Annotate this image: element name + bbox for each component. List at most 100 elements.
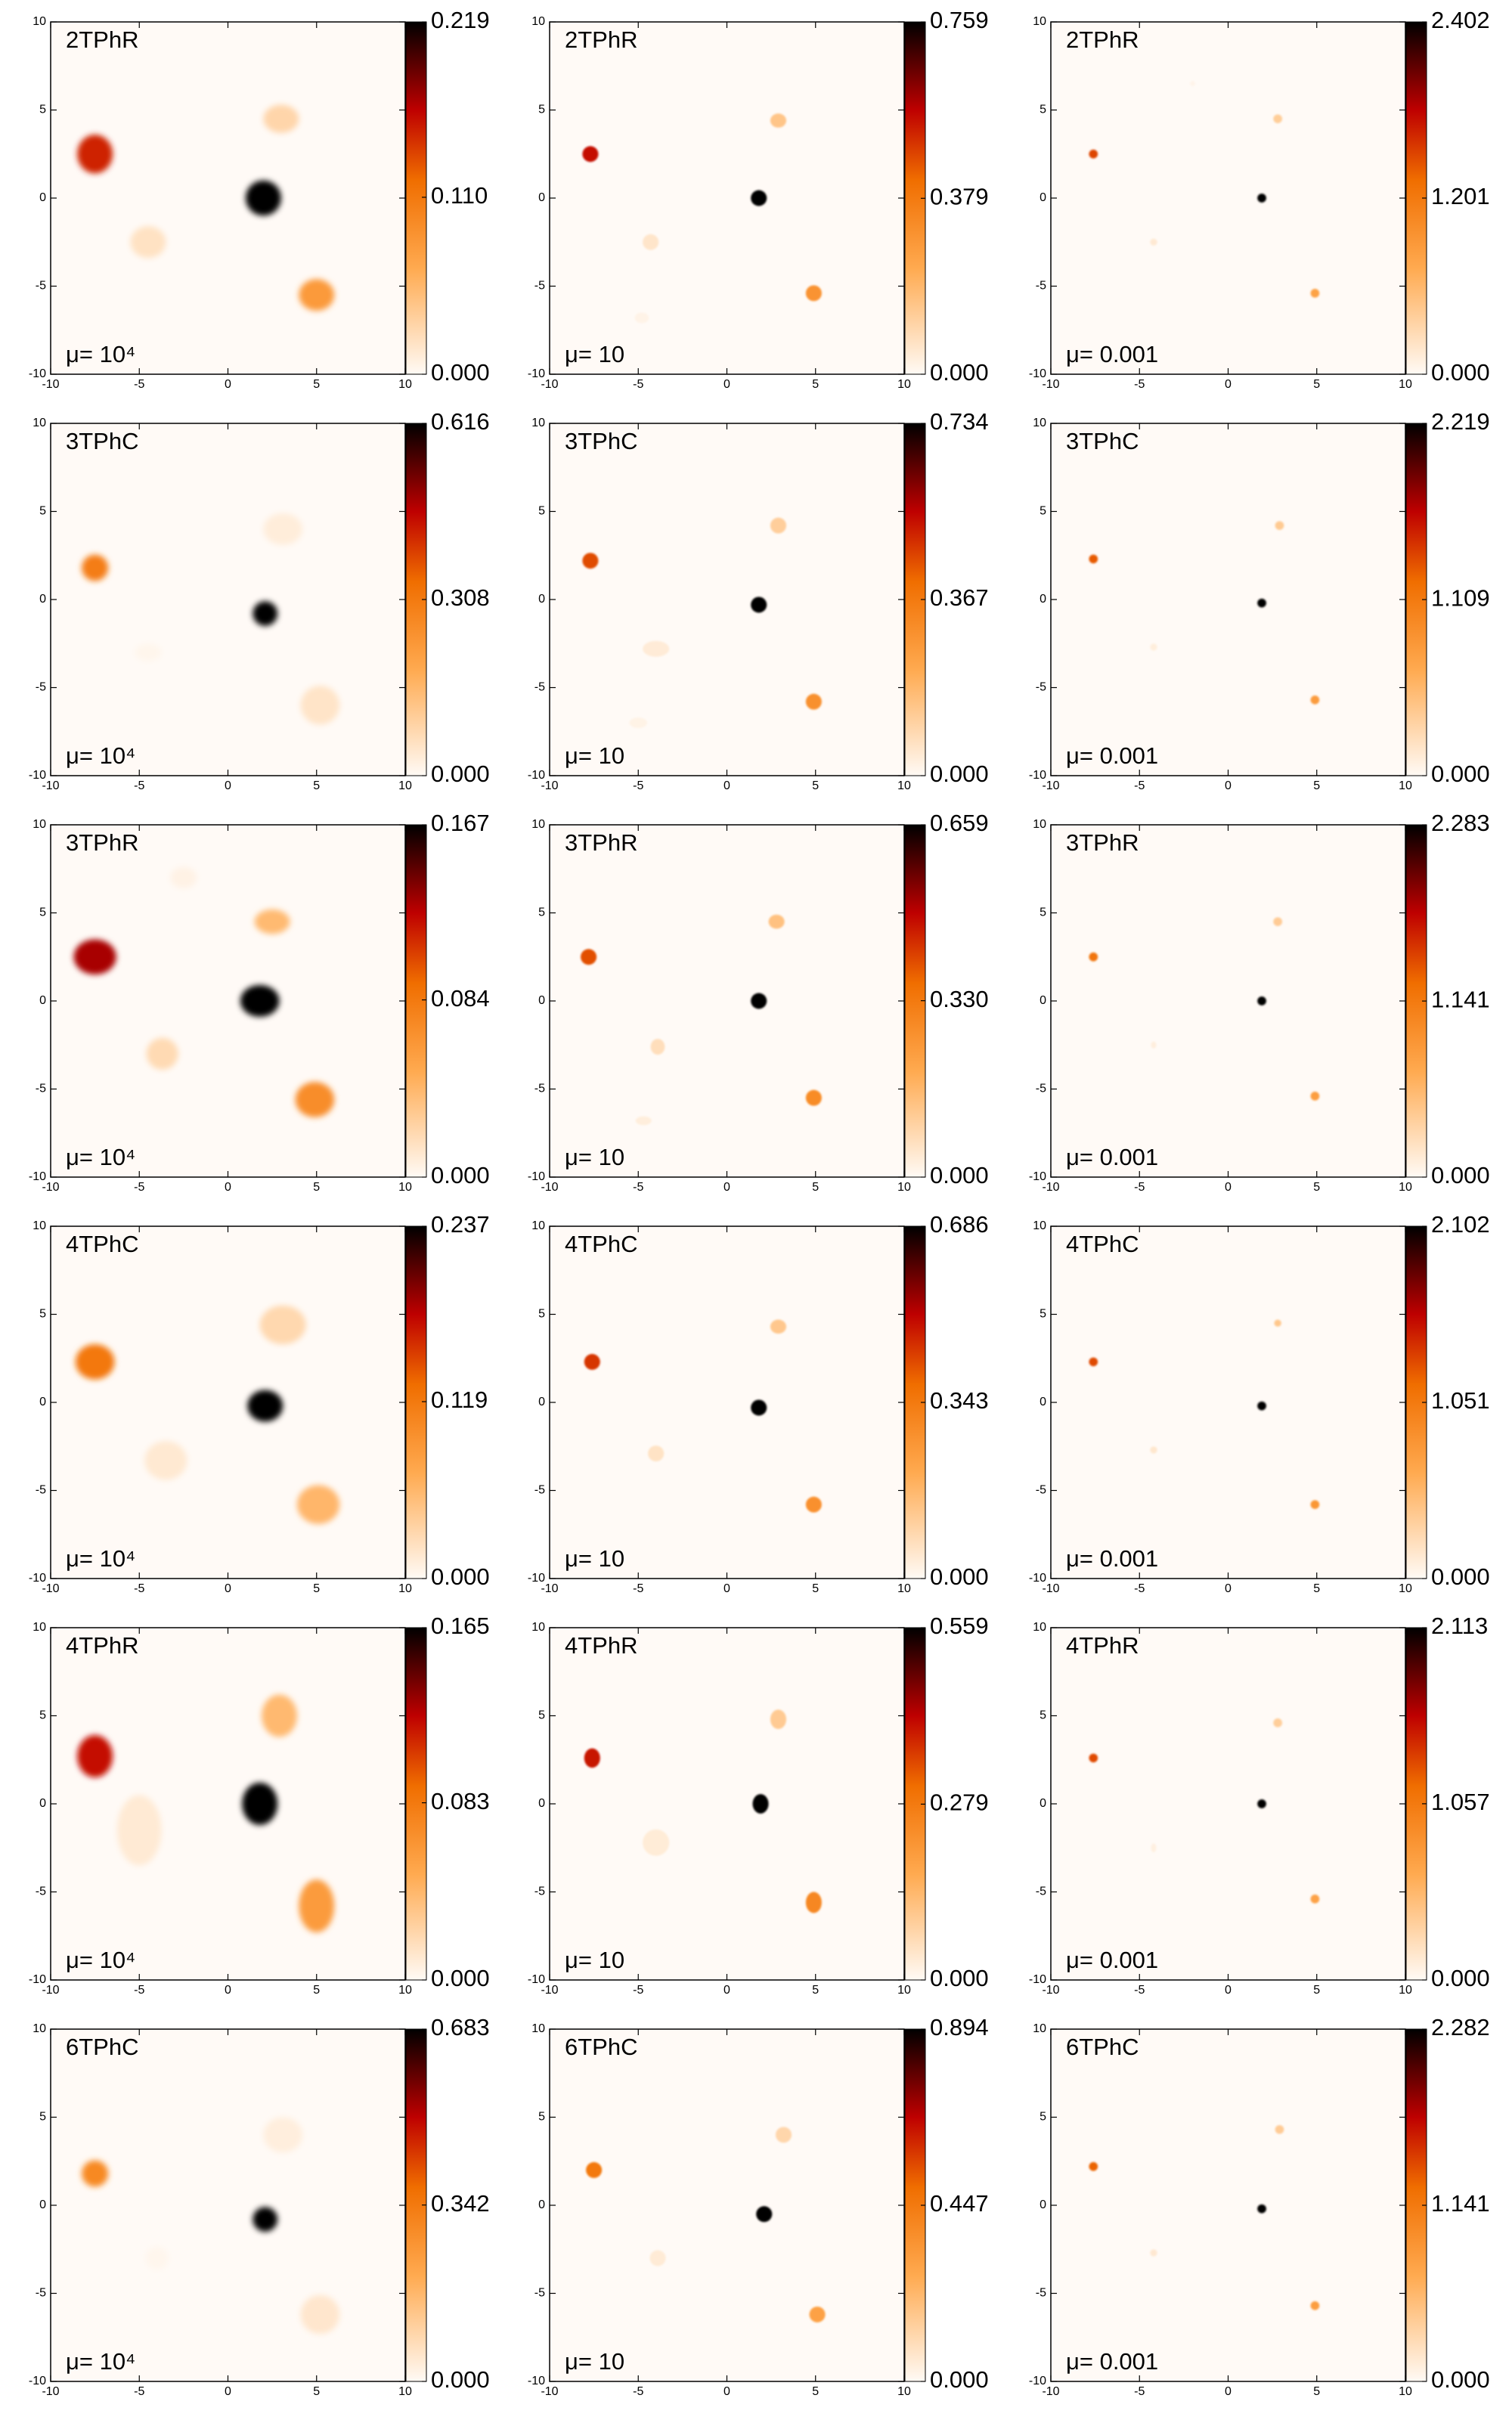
density-blob xyxy=(263,104,299,133)
y-tick-label: 10 xyxy=(33,417,46,429)
y-tick-label: 10 xyxy=(1033,15,1046,28)
y-tick-label: 10 xyxy=(1033,2022,1046,2035)
y-tick-label: 0 xyxy=(39,994,46,1007)
colorbar-tick-label: 1.201 xyxy=(1431,183,1490,209)
colorbar-tick-label: 1.109 xyxy=(1431,584,1490,611)
density-blob xyxy=(805,1496,822,1513)
colorbar-tick-label: 0.000 xyxy=(431,1162,490,1188)
x-tick-label: 10 xyxy=(398,1582,412,1595)
colorbar-tick-label: 0.000 xyxy=(431,359,490,386)
panel-title: 3TPhR xyxy=(66,829,138,856)
panel-title: 6TPhC xyxy=(565,2034,637,2060)
x-tick-label: 0 xyxy=(1225,2385,1232,2398)
density-blob xyxy=(242,1783,278,1825)
density-blob xyxy=(805,1089,822,1106)
colorbar-tick-label: 0.308 xyxy=(431,584,490,611)
x-tick-label: 0 xyxy=(1225,1984,1232,1997)
density-blob xyxy=(263,2117,302,2153)
density-blob xyxy=(295,1082,335,1117)
colorbar-tick-label: 0.000 xyxy=(930,761,989,787)
x-tick-label: 0 xyxy=(1225,779,1232,792)
y-tick-label: -5 xyxy=(36,2287,46,2300)
panel-annotation: μ= 10⁴ xyxy=(66,1947,135,1973)
density-blob xyxy=(752,1794,769,1814)
density-blob xyxy=(116,1795,162,1866)
y-tick-label: 10 xyxy=(33,818,46,831)
panel-title: 2TPhR xyxy=(66,26,138,53)
x-tick-label: -10 xyxy=(42,378,59,391)
x-tick-label: 5 xyxy=(812,1984,819,1997)
y-tick-label: 10 xyxy=(531,15,545,28)
y-tick-label: 5 xyxy=(1040,2111,1046,2124)
density-blob xyxy=(296,1485,340,1524)
plot-background xyxy=(550,1628,904,1980)
colorbar-tick-label: 0.367 xyxy=(930,584,989,611)
y-tick-label: 5 xyxy=(1040,104,1046,116)
density-blob xyxy=(1151,1843,1157,1853)
y-tick-label: 10 xyxy=(33,1219,46,1232)
y-tick-label: 5 xyxy=(538,2111,545,2124)
density-blob xyxy=(1257,1401,1266,1411)
x-tick-label: 10 xyxy=(398,1181,412,1194)
y-tick-label: 0 xyxy=(39,191,46,204)
density-blob xyxy=(82,2160,109,2187)
colorbar-tick-label: 0.000 xyxy=(1431,2366,1490,2393)
x-tick-label: 10 xyxy=(897,378,911,391)
x-tick-label: 0 xyxy=(723,779,730,792)
x-tick-label: -5 xyxy=(1134,1181,1145,1194)
x-tick-label: 0 xyxy=(225,1582,231,1595)
density-blob xyxy=(1089,554,1098,564)
colorbar-tick-label: 0.683 xyxy=(431,2014,490,2040)
y-tick-label: -5 xyxy=(1036,681,1046,694)
density-blob xyxy=(634,312,649,324)
density-blob xyxy=(247,1390,284,1422)
density-blob xyxy=(1275,521,1284,530)
y-tick-label: -10 xyxy=(29,1170,46,1183)
x-tick-label: -10 xyxy=(1042,1181,1059,1194)
y-tick-label: 5 xyxy=(1040,505,1046,518)
y-tick-label: 10 xyxy=(1033,1219,1046,1232)
x-tick-label: 10 xyxy=(1399,1181,1412,1194)
panel-annotation: μ= 10 xyxy=(565,1545,624,1572)
colorbar-tick-label: 0.110 xyxy=(431,182,488,209)
x-tick-label: -10 xyxy=(42,1582,59,1595)
y-tick-label: 5 xyxy=(39,906,46,919)
panel-annotation: μ= 10⁴ xyxy=(66,2348,135,2375)
density-blob xyxy=(584,1353,600,1370)
y-tick-label: 5 xyxy=(538,1308,545,1321)
x-tick-label: 0 xyxy=(723,2385,730,2398)
x-tick-label: -10 xyxy=(1042,1984,1059,1997)
x-tick-label: 0 xyxy=(1225,378,1232,391)
y-tick-label: 0 xyxy=(1040,593,1046,606)
colorbar-tick-label: 0.000 xyxy=(1431,1965,1490,1991)
plot-background xyxy=(51,1226,405,1579)
density-blob xyxy=(582,146,599,163)
x-tick-label: -5 xyxy=(134,1984,144,1997)
colorbar-tick-label: 0.894 xyxy=(930,2014,989,2040)
density-blob xyxy=(300,2294,340,2335)
colorbar xyxy=(405,1627,427,1981)
x-tick-label: 0 xyxy=(225,1984,231,1997)
density-blob xyxy=(1150,2249,1157,2257)
y-tick-label: 10 xyxy=(531,1219,545,1232)
y-tick-label: 10 xyxy=(1033,818,1046,831)
density-blob xyxy=(1310,1091,1320,1101)
colorbar-tick-label: 0.000 xyxy=(431,1563,490,1590)
colorbar-tick-label: 2.283 xyxy=(1431,810,1490,836)
y-tick-label: -5 xyxy=(1036,2287,1046,2300)
density-blob xyxy=(262,1694,297,1737)
y-tick-label: -10 xyxy=(528,1973,545,1986)
y-tick-label: 10 xyxy=(531,818,545,831)
colorbar-tick-label: 0.000 xyxy=(930,1563,989,1590)
colorbar-tick-label: 1.051 xyxy=(1431,1387,1490,1414)
colorbar-tick-label: 0.167 xyxy=(431,810,490,836)
plot-background xyxy=(1051,423,1405,776)
density-blob xyxy=(751,993,767,1009)
density-blob xyxy=(751,1399,767,1416)
x-tick-label: -5 xyxy=(1134,378,1145,391)
colorbar-tick-label: 0.000 xyxy=(1431,1563,1490,1590)
density-blob xyxy=(805,693,822,710)
density-blob xyxy=(259,1305,306,1345)
density-blob xyxy=(1274,1319,1281,1327)
